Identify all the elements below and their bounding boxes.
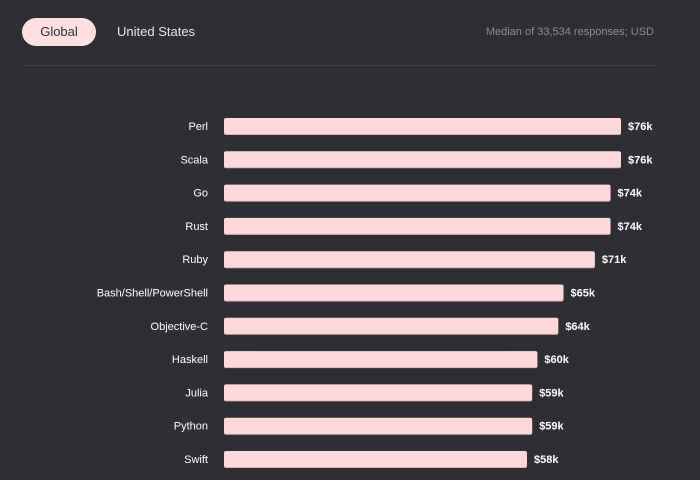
category-label-bash-shell-powershell: Bash/Shell/PowerShell bbox=[97, 288, 208, 300]
bar-swift[interactable] bbox=[224, 451, 527, 467]
header-divider bbox=[22, 65, 656, 66]
value-label-ruby: $71k bbox=[602, 254, 627, 266]
value-label-rust: $74k bbox=[618, 221, 643, 233]
bar-objective-c[interactable] bbox=[224, 317, 559, 334]
category-label-haskell: Haskell bbox=[172, 354, 208, 366]
region-tabs: Global United States bbox=[22, 18, 195, 46]
bar-scala[interactable] bbox=[224, 151, 621, 168]
value-label-perl: $76k bbox=[628, 121, 653, 133]
category-label-scala: Scala bbox=[180, 154, 208, 166]
bar-rust[interactable] bbox=[224, 217, 611, 234]
bar-bash-shell-powershell[interactable] bbox=[224, 284, 564, 301]
tab-global[interactable]: Global bbox=[22, 18, 96, 46]
category-label-perl: Perl bbox=[188, 121, 208, 133]
bar-go[interactable] bbox=[224, 184, 611, 201]
value-label-objective-c: $64k bbox=[565, 321, 590, 333]
value-label-scala: $76k bbox=[628, 154, 653, 166]
category-label-swift: Swift bbox=[184, 454, 208, 466]
bar-julia[interactable] bbox=[224, 384, 533, 401]
value-label-julia: $59k bbox=[539, 387, 564, 399]
value-label-go: $74k bbox=[618, 188, 643, 200]
bar-ruby[interactable] bbox=[224, 251, 595, 268]
bar-perl[interactable] bbox=[224, 118, 621, 134]
value-label-haskell: $60k bbox=[544, 354, 569, 366]
value-label-bash-shell-powershell: $65k bbox=[571, 288, 596, 300]
category-label-julia: Julia bbox=[185, 387, 209, 399]
value-label-swift: $58k bbox=[534, 454, 559, 466]
bar-python[interactable] bbox=[224, 417, 533, 434]
category-label-rust: Rust bbox=[185, 221, 208, 233]
bar-haskell[interactable] bbox=[224, 351, 538, 368]
value-label-python: $59k bbox=[539, 421, 564, 433]
responses-note: Median of 33,534 responses; USD bbox=[485, 26, 654, 38]
category-label-objective-c: Objective-C bbox=[151, 321, 209, 333]
category-label-go: Go bbox=[193, 188, 208, 200]
category-label-ruby: Ruby bbox=[182, 254, 208, 266]
category-label-python: Python bbox=[174, 421, 208, 433]
tab-united-states[interactable]: United States bbox=[117, 24, 196, 39]
